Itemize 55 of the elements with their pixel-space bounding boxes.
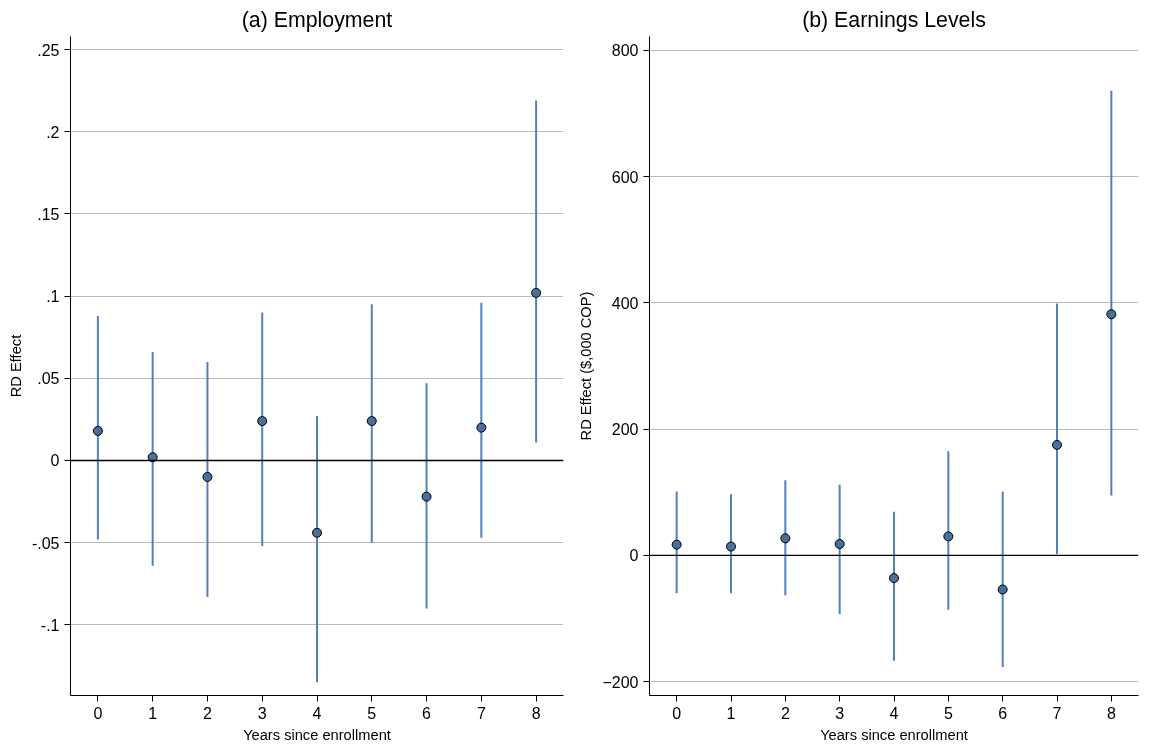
x-tick-label: 5 [943, 704, 953, 722]
point [257, 416, 268, 427]
x-tick-label: 6 [422, 704, 432, 722]
y-tick-label: 600 [611, 168, 639, 186]
point [726, 541, 736, 552]
y-tick-label: -.05 [31, 534, 60, 552]
x-tick-label: 6 [998, 704, 1008, 722]
y-tick-label: −200 [602, 673, 639, 691]
point [421, 491, 432, 502]
x-axis-title: Years since enrollment [820, 726, 968, 743]
x-tick-label: 3 [257, 704, 267, 722]
x-tick-label: 4 [889, 704, 899, 722]
x-tick-label: 5 [367, 704, 377, 722]
point [366, 416, 377, 427]
point [202, 471, 213, 482]
y-tick-label: 400 [611, 294, 639, 312]
point [943, 531, 954, 542]
x-tick-label: 7 [476, 704, 486, 722]
point [780, 533, 791, 544]
x-tick-label: 4 [312, 704, 322, 722]
x-tick-label: 0 [672, 704, 682, 722]
point [1106, 309, 1117, 320]
y-axis-title: RD Effect [7, 334, 24, 398]
point [671, 539, 682, 550]
y-axis-title: RD Effect ($,000 COP) [578, 291, 595, 441]
point [531, 287, 542, 298]
x-tick-label: 1 [148, 704, 158, 722]
x-tick-label: 0 [93, 704, 103, 722]
x-tick-label: 1 [726, 704, 736, 722]
y-tick-label: .25 [37, 41, 60, 59]
y-tick-label: .15 [37, 205, 60, 223]
x-tick-label: 8 [531, 704, 541, 722]
point [312, 527, 322, 538]
point [997, 584, 1008, 595]
x-tick-label: 2 [780, 704, 790, 722]
x-axis-title: Years since enrollment [243, 726, 391, 743]
y-tick-label: .05 [37, 370, 60, 388]
y-tick-label: .2 [46, 123, 60, 141]
y-tick-label: 0 [629, 547, 639, 565]
x-tick-label: 8 [1106, 704, 1116, 722]
chart-title: (b) Earnings Levels [802, 7, 986, 32]
x-tick-label: 2 [203, 704, 212, 722]
chart-title: (a) Employment [241, 7, 393, 32]
y-tick-label: -.1 [40, 616, 60, 634]
point [889, 573, 899, 584]
y-tick-label: .1 [46, 288, 60, 306]
y-tick-label: 200 [611, 421, 639, 439]
y-tick-label: 0 [50, 452, 60, 470]
point [834, 539, 845, 549]
point [476, 422, 487, 433]
x-tick-label: 7 [1052, 704, 1062, 722]
point [92, 425, 103, 436]
y-tick-label: 800 [611, 42, 639, 60]
x-tick-label: 3 [835, 704, 845, 722]
point [1052, 439, 1062, 450]
